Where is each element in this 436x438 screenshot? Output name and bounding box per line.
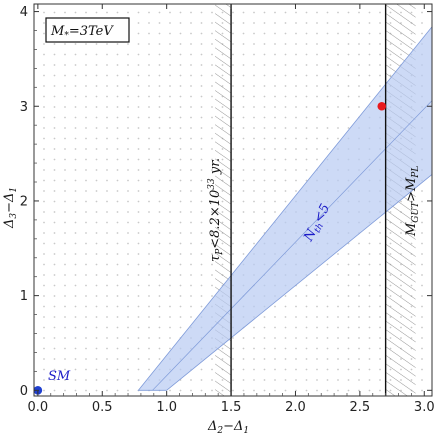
x-tick-label: 1.0: [156, 400, 177, 415]
x-tick-label: 3.0: [414, 400, 435, 415]
nth-band: [137, 26, 432, 391]
proton-decay-label: τP<8.2×1033 yr.: [207, 158, 225, 262]
x-tick-label: 2.0: [285, 400, 306, 415]
x-tick-label: 0.5: [92, 400, 113, 415]
plot-frame: [33, 3, 433, 397]
legend-box: [45, 17, 130, 43]
y-tick-label: 2: [20, 194, 28, 209]
benchmark-point: [377, 101, 387, 111]
x-tick-label: 2.5: [350, 400, 371, 415]
x-axis-label: Δ2−Δ1: [207, 419, 249, 436]
mgut-label: MGUT>MPL: [404, 166, 421, 237]
x-tick-label: 0.0: [28, 400, 49, 415]
y-axis-ticks: 0 1 2 3 4: [20, 5, 432, 399]
sm-label: SM: [48, 369, 71, 384]
legend-text: M*=3TeV: [50, 24, 114, 41]
x-axis-ticks: 0.0 0.5 1.0 1.5 2.0 2.5 3.0: [28, 4, 435, 415]
x-tick-label: 1.5: [221, 400, 242, 415]
plot-area: [34, 4, 432, 396]
y-axis-label: Δ3−Δ1: [2, 187, 19, 229]
y-tick-label: 1: [20, 289, 28, 304]
y-tick-label: 3: [20, 100, 28, 115]
y-tick-label: 4: [20, 5, 28, 20]
y-tick-label: 0: [20, 384, 28, 399]
